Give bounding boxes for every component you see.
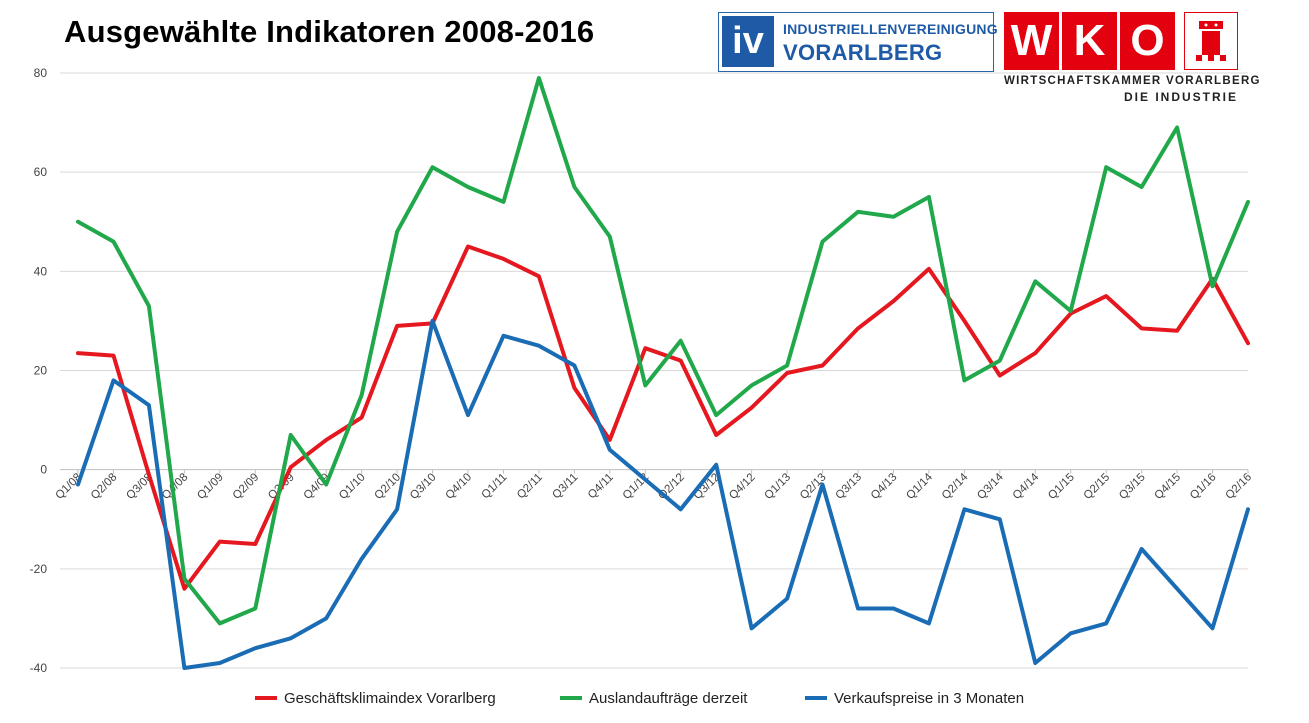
x-tick-label: Q2/14: [940, 471, 971, 502]
x-tick-label: Q2/12: [656, 471, 687, 502]
x-tick-label: Q1/16: [1188, 471, 1219, 502]
vorarlberg-coat-of-arms-icon: [1184, 12, 1238, 70]
x-tick-label: Q4/10: [443, 471, 474, 502]
y-tick-label: -40: [30, 661, 48, 675]
x-tick-label: Q1/14: [904, 471, 935, 502]
wko-subtitle-1: WIRTSCHAFTSKAMMER VORARLBERG: [1004, 75, 1261, 87]
legend: Geschäftsklimaindex Vorarlberg Auslandauf…: [255, 690, 1024, 707]
x-tick-label: Q4/14: [1011, 471, 1042, 502]
x-tick-label: Q2/15: [1082, 471, 1113, 502]
x-tick-label: Q4/15: [1153, 471, 1184, 502]
gridlines: [60, 72, 1248, 669]
x-tick-label: Q4/12: [727, 471, 758, 502]
x-tick-label: Q3/14: [975, 471, 1006, 502]
series-lines: [76, 76, 1250, 670]
wko-letter-k: K: [1062, 12, 1117, 70]
x-tick-label: Q1/15: [1046, 471, 1077, 502]
x-tick-label: Q1/13: [763, 471, 794, 502]
y-tick-label: -20: [30, 562, 48, 576]
iv-logo-line1: INDUSTRIELLENVEREINIGUNG: [783, 21, 998, 37]
x-tick-label: Q1/12: [621, 471, 652, 502]
y-tick-label: 40: [34, 264, 48, 278]
iv-logo-mark: iv: [722, 16, 774, 67]
wko-logo: W K O WIRTSCHAFTSKAMMER VORARLBERG DIE I…: [1004, 12, 1260, 104]
series-line-2: [76, 318, 1250, 670]
x-tick-label: Q2/09: [231, 471, 262, 502]
series-line-1: [76, 76, 1250, 626]
legend-label: Verkaufspreise in 3 Monaten: [834, 690, 1024, 707]
x-tick-label: Q1/10: [337, 471, 368, 502]
wko-subtitle-2: DIE INDUSTRIE: [1123, 90, 1238, 104]
x-tick-label: Q3/13: [833, 471, 864, 502]
chart-title: Ausgewählte Indikatoren 2008-2016: [64, 14, 595, 49]
x-tick-label: Q2/11: [515, 471, 545, 501]
x-tick-label: Q1/09: [195, 471, 226, 502]
x-tick-label: Q4/11: [586, 471, 616, 501]
x-tick-label: Q3/15: [1117, 471, 1148, 502]
y-tick-label: 80: [34, 66, 48, 80]
legend-label: Geschäftsklimaindex Vorarlberg: [284, 690, 496, 707]
x-tick-label: Q2/08: [89, 471, 120, 502]
x-tick-label: Q4/13: [869, 471, 900, 502]
x-tick-label: Q3/10: [408, 471, 439, 502]
wko-letter-o: O: [1120, 12, 1175, 70]
y-tick-label: 60: [34, 165, 48, 179]
iv-logo-line2: VORARLBERG: [783, 40, 943, 65]
y-tick-label: 20: [34, 364, 48, 378]
wko-letter-w: W: [1004, 12, 1059, 70]
x-tick-label: Q1/11: [480, 471, 510, 501]
legend-label: Auslandaufträge derzeit: [589, 690, 748, 707]
iv-logo: iv INDUSTRIELLENVEREINIGUNG VORARLBERG: [718, 12, 998, 72]
x-tick-label: Q3/11: [550, 471, 580, 501]
x-tick-label: Q2/16: [1223, 471, 1254, 502]
y-tick-label: 0: [40, 463, 47, 477]
y-axis: -40 -20 0 20 40 60 80: [30, 66, 48, 675]
series-line-0: [76, 244, 1250, 591]
